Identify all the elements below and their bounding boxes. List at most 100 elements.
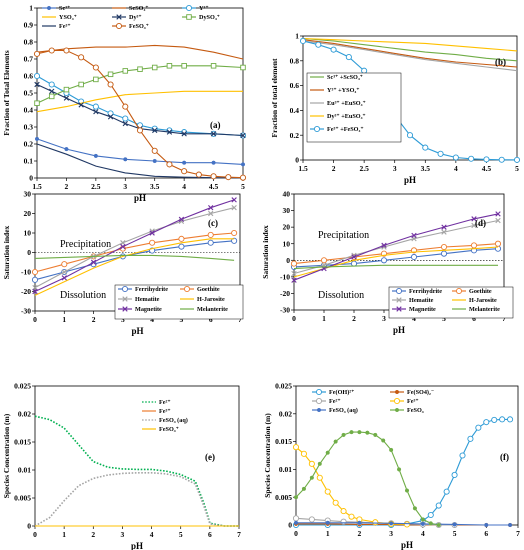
x-tick-label: 2	[332, 164, 336, 173]
data-point	[357, 430, 362, 435]
series-line	[34, 207, 235, 289]
data-point	[149, 230, 155, 236]
y-tick-label: 0.005	[14, 494, 31, 503]
y-tick-label: 0.8	[290, 56, 300, 65]
legend: Fe(OH)²⁺ Fe(SO4)₂⁻ Fe²⁺ Fe³⁺ FeSO₄ (aq) FeSO₄	[312, 388, 434, 414]
region-annotation: Dissolution	[318, 290, 364, 301]
y-tick-label: 0.6	[24, 72, 34, 81]
data-point	[411, 232, 417, 239]
legend-label: Ferrihydrite	[135, 286, 168, 293]
data-point	[332, 499, 339, 506]
series-line	[293, 219, 499, 275]
data-point	[211, 160, 216, 165]
data-point	[32, 284, 38, 291]
series-line	[34, 240, 235, 281]
data-point	[324, 488, 331, 495]
legend-box	[306, 72, 402, 143]
y-tick-label: 0	[27, 522, 31, 531]
data-point	[483, 156, 490, 163]
x-tick-label: 5	[453, 529, 457, 538]
data-point	[499, 416, 506, 423]
region-annotation: Precipitation	[60, 239, 111, 250]
data-point	[435, 502, 442, 509]
y-tick-label: -30	[21, 307, 31, 316]
y-tick-label: 10	[24, 229, 32, 238]
data-point	[300, 450, 307, 457]
data-point	[240, 132, 246, 139]
panel-label: (f)	[500, 452, 509, 462]
data-point	[120, 243, 126, 250]
y-tick-label: 0.2	[290, 131, 300, 140]
legend-label: Fe³⁺ +FeSO₄⁺	[327, 126, 364, 133]
x-tick-label: 4	[150, 530, 154, 539]
series-Magnetite	[32, 197, 237, 295]
x-tick-label: 7	[238, 315, 242, 324]
data-point	[507, 416, 514, 423]
data-point	[341, 432, 346, 437]
data-point	[397, 467, 402, 472]
x-tick-label: 4	[412, 314, 416, 323]
x-tick-label: 7	[502, 314, 506, 323]
legend-label: FeSO₄ (aq)	[329, 407, 358, 414]
data-point	[498, 156, 505, 163]
x-axis-label: pH	[393, 325, 405, 335]
data-point	[181, 63, 187, 69]
data-point	[78, 81, 84, 88]
x-axis-label: pH	[134, 193, 146, 203]
chart-panel-c: 0 1 2 3 4 5 6 7 -30 -20 -10 0 10 20 30 pH Saturation ind…	[2, 190, 244, 336]
chart-panel-d: 0 1 2 3 4 5 6 7 -30 -20 -10 0 10 20 30 40 pH Saturation i…	[261, 190, 514, 335]
data-point	[231, 229, 238, 237]
data-point	[181, 131, 187, 137]
x-tick-label: 7	[516, 529, 520, 538]
series-line	[302, 37, 518, 52]
series-YSO₄⁺	[36, 90, 243, 113]
series-Dy³⁺ +EuSO₄⁺	[302, 37, 518, 52]
data-point	[93, 153, 98, 158]
y-tick-label: 0	[288, 521, 292, 530]
data-point	[48, 47, 55, 54]
series-DySO₄⁺	[34, 63, 246, 106]
data-point	[380, 257, 388, 264]
x-tick-label: 3	[382, 314, 386, 323]
x-tick-label: 5	[515, 164, 519, 173]
legend-box	[114, 284, 244, 320]
region-annotation: Precipitation	[318, 230, 369, 241]
data-point	[412, 506, 417, 511]
data-point	[152, 127, 158, 134]
x-tick-label: 3	[121, 530, 125, 539]
x-tick-label: 2	[65, 182, 69, 191]
data-point	[63, 86, 70, 93]
x-axis-label: pH	[131, 326, 143, 336]
data-point	[389, 447, 394, 452]
legend-marker	[393, 397, 401, 405]
data-point	[239, 174, 247, 181]
data-point	[389, 521, 394, 526]
legend-label: Magnetite	[409, 306, 436, 313]
series-FeSO₄ (aq)	[293, 520, 513, 528]
data-point	[428, 521, 433, 526]
y-tick-label: 0	[295, 156, 299, 165]
data-point	[208, 204, 214, 211]
data-point	[513, 156, 521, 163]
series-line	[34, 254, 235, 261]
data-point	[61, 261, 68, 268]
legend-marker	[396, 297, 402, 303]
data-point	[33, 50, 41, 57]
data-point	[290, 260, 298, 267]
data-point	[381, 438, 386, 443]
data-point	[181, 168, 188, 175]
data-point	[63, 47, 70, 54]
data-point	[340, 508, 347, 515]
legend-marker	[455, 287, 463, 295]
data-point	[333, 439, 338, 444]
y-tick-label: 0.015	[275, 437, 292, 446]
data-point	[107, 71, 114, 78]
y-tick-label: 0.4	[24, 106, 34, 115]
legend-label: FeSO₄⁺	[159, 426, 179, 433]
x-tick-label: 3.5	[421, 164, 431, 173]
data-point	[436, 522, 441, 528]
data-point	[231, 204, 237, 211]
x-tick-label: 1	[322, 314, 326, 323]
y-axis-label: Fraction of total element	[270, 58, 279, 137]
data-point	[122, 68, 129, 74]
